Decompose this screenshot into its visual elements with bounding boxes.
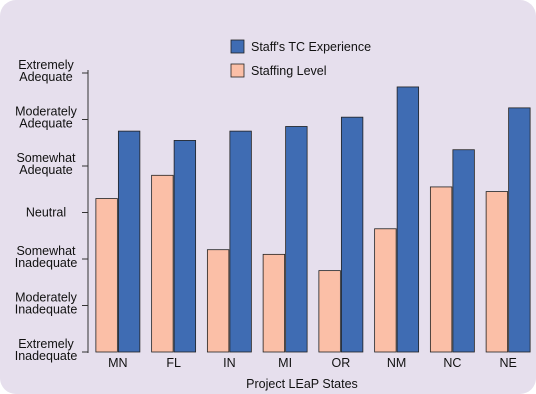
y-tick-label: Moderately bbox=[15, 105, 78, 119]
x-tick-label-ne: NE bbox=[499, 356, 516, 370]
bar-staff-s-tc-experience-mn bbox=[117, 130, 141, 353]
y-tick-label: Neutral bbox=[26, 206, 66, 220]
y-tick-label: Adequate bbox=[19, 163, 73, 177]
y-tick-label: Inadequate bbox=[15, 256, 78, 270]
x-tick-label-in: IN bbox=[223, 356, 236, 370]
bar-staffing-level-nc bbox=[429, 186, 453, 353]
legend-swatch-staff-s-tc-experience bbox=[230, 39, 245, 54]
bar-staffing-level-or bbox=[318, 270, 341, 353]
bar-staffing-level-fl bbox=[151, 174, 174, 353]
y-tick-label: Adequate bbox=[19, 117, 73, 131]
y-tick-label: Extremely bbox=[18, 337, 74, 351]
bar-staff-s-tc-experience-mi bbox=[285, 126, 308, 353]
bar-staffing-level-ne bbox=[485, 191, 509, 353]
bar-staffing-level-in bbox=[206, 249, 230, 353]
y-tick-label: Inadequate bbox=[15, 349, 78, 363]
bar-staff-s-tc-experience-nm bbox=[396, 86, 420, 353]
y-tick-label: Extremely bbox=[18, 58, 74, 72]
bar-staff-s-tc-experience-or bbox=[340, 116, 364, 353]
bar-staff-s-tc-experience-in bbox=[229, 130, 252, 353]
y-tick-label: Adequate bbox=[19, 70, 73, 84]
bar-staff-s-tc-experience-nc bbox=[452, 149, 475, 353]
x-tick-label-or: OR bbox=[332, 356, 351, 370]
x-tick-label-mn: MN bbox=[108, 356, 127, 370]
bar-staff-s-tc-experience-ne bbox=[508, 107, 531, 353]
legend-label-staffing-level: Staffing Level bbox=[251, 64, 327, 78]
y-tick-label: Moderately bbox=[15, 291, 78, 305]
x-tick-label-mi: MI bbox=[278, 356, 292, 370]
x-tick-label-nm: NM bbox=[387, 356, 406, 370]
bar-staffing-level-mn bbox=[95, 198, 118, 353]
y-tick-label: Inadequate bbox=[15, 303, 78, 317]
x-tick-label-fl: FL bbox=[166, 356, 181, 370]
x-axis-label: Project LEaP States bbox=[246, 377, 358, 391]
y-tick-label: Somewhat bbox=[16, 151, 76, 165]
bar-staffing-level-mi bbox=[262, 253, 286, 353]
legend-label-staff-s-tc-experience: Staff's TC Experience bbox=[251, 40, 371, 54]
bar-staffing-level-nm bbox=[374, 228, 397, 353]
bar-staff-s-tc-experience-fl bbox=[173, 140, 197, 353]
x-tick-label-nc: NC bbox=[443, 356, 461, 370]
y-tick-label: Somewhat bbox=[16, 244, 76, 258]
legend-swatch-staffing-level bbox=[230, 63, 245, 78]
